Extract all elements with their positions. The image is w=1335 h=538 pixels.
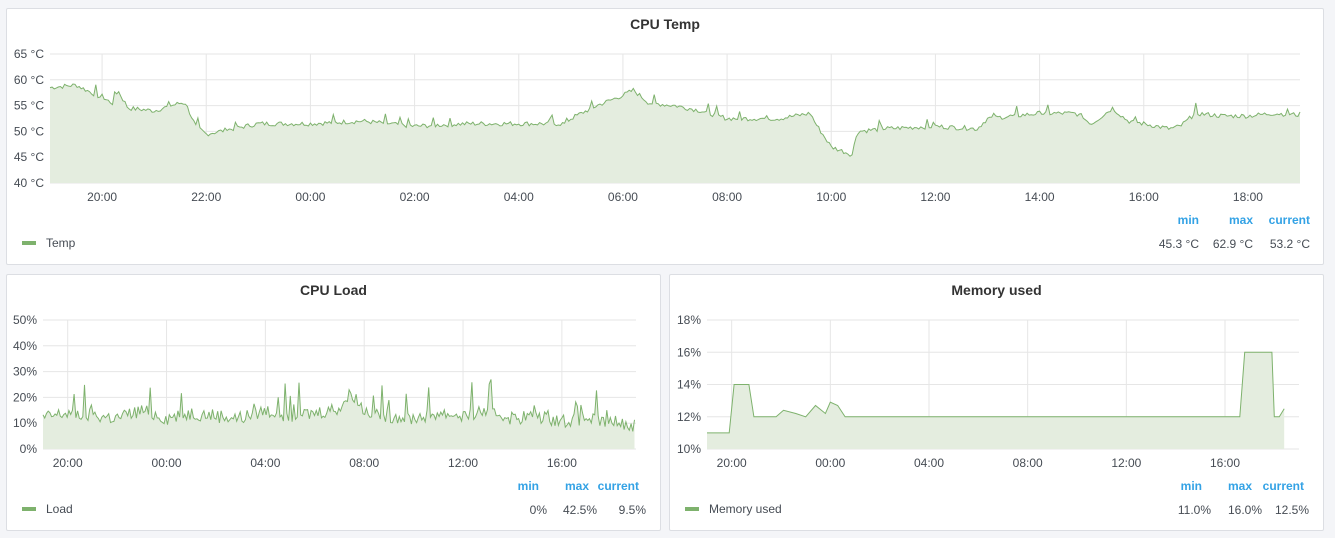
x-tick-label: 00:00 — [815, 456, 845, 470]
x-tick-label: 16:00 — [1210, 456, 1240, 470]
stat-header-max[interactable]: max — [1228, 213, 1253, 227]
stat-max-value: 62.9 °C — [1212, 237, 1253, 251]
x-tick-label: 08:00 — [712, 190, 742, 204]
legend-swatch — [22, 241, 36, 245]
y-tick-label: 50% — [13, 313, 37, 327]
x-tick-label: 00:00 — [152, 456, 182, 470]
y-tick-label: 14% — [677, 378, 701, 392]
x-tick-label: 16:00 — [1129, 190, 1159, 204]
y-tick-label: 12% — [677, 410, 701, 424]
x-tick-label: 16:00 — [547, 456, 577, 470]
x-tick-label: 12:00 — [920, 190, 950, 204]
x-tick-label: 00:00 — [295, 190, 325, 204]
series-area-fill — [707, 352, 1285, 449]
stat-current-value: 9.5% — [618, 503, 646, 517]
legend-item-memory-used[interactable]: Memory used — [685, 502, 782, 516]
y-tick-label: 40 °C — [14, 176, 44, 190]
x-tick-label: 22:00 — [191, 190, 221, 204]
y-tick-label: 40% — [13, 339, 37, 353]
stat-min-value: 0% — [529, 503, 547, 517]
x-tick-label: 08:00 — [1013, 456, 1043, 470]
series-line[interactable] — [49, 83, 1301, 157]
x-tick-label: 06:00 — [608, 190, 638, 204]
memory-used-panel: Memory used 10% 12% 14% 16% 18% 20:00 00:00 04:… — [669, 274, 1324, 531]
x-tick-label: 08:00 — [349, 456, 379, 470]
stat-current-value: 12.5% — [1274, 503, 1309, 517]
series-line[interactable] — [707, 351, 1285, 434]
legend-swatch — [685, 507, 699, 511]
y-tick-label: 10% — [677, 442, 701, 456]
stat-header-max[interactable]: max — [1227, 479, 1252, 493]
cpu-load-panel: CPU Load 0% 10% 20% 30% 40% 50% 20:00 00:00 04:0… — [6, 274, 661, 531]
cpu-temp-panel: CPU Temp 40 °C 45 °C 50 °C 55 °C 60 °C 65 °C 2… — [6, 8, 1324, 265]
panel-title[interactable]: Memory used — [951, 282, 1042, 298]
stat-header-max[interactable]: max — [564, 479, 589, 493]
legend-item-load[interactable]: Load — [22, 502, 73, 516]
legend-label: Memory used — [709, 502, 782, 516]
x-tick-label: 18:00 — [1233, 190, 1263, 204]
series-area-fill — [43, 379, 635, 449]
stat-max-value: 42.5% — [562, 503, 597, 517]
stat-header-min[interactable]: min — [1177, 213, 1199, 227]
x-tick-label: 04:00 — [250, 456, 280, 470]
stat-min-value: 45.3 °C — [1158, 237, 1199, 251]
series-area-fill — [50, 84, 1300, 183]
stat-min-value: 11.0% — [1177, 503, 1211, 517]
legend-item-temp[interactable]: Temp — [22, 236, 75, 250]
stat-header-min[interactable]: min — [1180, 479, 1202, 493]
y-tick-label: 0% — [20, 442, 38, 456]
y-tick-label: 50 °C — [14, 124, 44, 138]
y-tick-label: 45 °C — [14, 150, 44, 164]
panel-title[interactable]: CPU Temp — [630, 16, 700, 32]
x-tick-label: 04:00 — [504, 190, 534, 204]
legend-label: Load — [46, 502, 73, 516]
y-tick-label: 20% — [13, 390, 37, 404]
panel-title[interactable]: CPU Load — [300, 282, 367, 298]
y-tick-label: 55 °C — [14, 99, 44, 113]
memory-used-chart: 10% 12% 14% 16% 18% 20:00 00:00 04:00 08:00 12:00… — [677, 313, 1299, 470]
y-tick-label: 16% — [677, 345, 701, 359]
x-tick-label: 20:00 — [717, 456, 747, 470]
y-tick-label: 60 °C — [14, 73, 44, 87]
stat-current-value: 53.2 °C — [1269, 237, 1310, 251]
cpu-load-chart: 0% 10% 20% 30% 40% 50% 20:00 00:00 04:00 08:00 12:… — [13, 313, 636, 470]
stat-header-min[interactable]: min — [517, 479, 539, 493]
stat-max-value: 16.0% — [1227, 503, 1262, 517]
stat-header-current[interactable]: current — [1268, 213, 1310, 227]
series-line[interactable] — [42, 379, 635, 432]
x-tick-label: 04:00 — [914, 456, 944, 470]
x-tick-label: 02:00 — [400, 190, 430, 204]
y-tick-label: 65 °C — [14, 47, 44, 61]
legend-label: Temp — [46, 236, 76, 250]
x-tick-label: 14:00 — [1025, 190, 1055, 204]
x-tick-label: 20:00 — [53, 456, 83, 470]
cpu-temp-chart: 40 °C 45 °C 50 °C 55 °C 60 °C 65 °C 20:00 22:00… — [14, 47, 1301, 204]
x-tick-label: 12:00 — [448, 456, 478, 470]
x-tick-label: 20:00 — [87, 190, 117, 204]
x-tick-label: 12:00 — [1111, 456, 1141, 470]
y-tick-label: 18% — [677, 313, 701, 327]
stat-header-current[interactable]: current — [1262, 479, 1304, 493]
y-tick-label: 30% — [13, 365, 37, 379]
legend-swatch — [22, 507, 36, 511]
stat-header-current[interactable]: current — [597, 479, 639, 493]
y-tick-label: 10% — [13, 416, 37, 430]
x-tick-label: 10:00 — [816, 190, 846, 204]
